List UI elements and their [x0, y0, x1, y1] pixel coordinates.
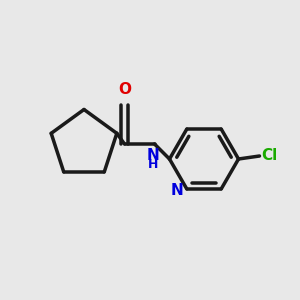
Text: N: N	[147, 148, 159, 164]
Text: N: N	[170, 183, 183, 198]
Text: O: O	[118, 82, 131, 98]
Text: Cl: Cl	[261, 148, 277, 164]
Text: H: H	[148, 158, 158, 170]
